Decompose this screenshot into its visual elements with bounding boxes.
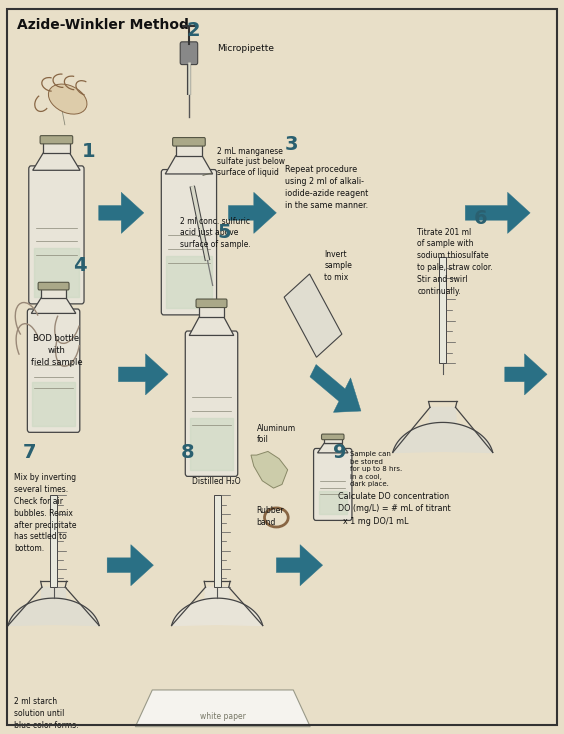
- Polygon shape: [99, 192, 144, 233]
- Polygon shape: [228, 192, 276, 233]
- Polygon shape: [318, 443, 348, 453]
- Text: Distilled H₂O: Distilled H₂O: [192, 477, 240, 486]
- Text: 8: 8: [180, 443, 194, 462]
- FancyBboxPatch shape: [439, 257, 447, 363]
- Polygon shape: [8, 587, 99, 625]
- FancyBboxPatch shape: [27, 309, 80, 432]
- Ellipse shape: [49, 84, 87, 114]
- Text: Sample can
be stored
for up to 8 hrs.
in a cool,
dark place.: Sample can be stored for up to 8 hrs. in…: [350, 451, 402, 487]
- Polygon shape: [118, 354, 168, 395]
- FancyBboxPatch shape: [180, 42, 198, 65]
- Text: white paper: white paper: [200, 712, 246, 721]
- FancyBboxPatch shape: [214, 495, 221, 587]
- Text: Titrate 201 ml
of sample with
sodium thiosulfate
to pale, straw color.
Stir and : Titrate 201 ml of sample with sodium thi…: [417, 228, 493, 296]
- Polygon shape: [165, 156, 213, 174]
- FancyBboxPatch shape: [50, 495, 57, 587]
- FancyBboxPatch shape: [43, 142, 69, 153]
- FancyBboxPatch shape: [41, 288, 66, 298]
- Text: Calculate DO concentration
DO (mg/L) = # mL of titrant
  x 1 mg DO/1 mL: Calculate DO concentration DO (mg/L) = #…: [338, 492, 451, 526]
- Text: 6: 6: [474, 208, 487, 228]
- FancyBboxPatch shape: [161, 170, 217, 315]
- Polygon shape: [276, 545, 323, 586]
- Text: 5: 5: [217, 223, 231, 242]
- Text: Repeat procedure
using 2 ml of alkali-
iodide-azide reagent
in the same manner.: Repeat procedure using 2 ml of alkali- i…: [285, 165, 368, 209]
- Polygon shape: [171, 587, 263, 625]
- Polygon shape: [32, 298, 76, 313]
- Text: 2: 2: [186, 21, 200, 40]
- Polygon shape: [107, 545, 153, 586]
- Polygon shape: [310, 365, 361, 413]
- Text: Azide-Winkler Method: Azide-Winkler Method: [17, 18, 189, 32]
- FancyBboxPatch shape: [173, 137, 205, 146]
- Polygon shape: [505, 354, 547, 395]
- Text: Mix by inverting
several times.
Check for air
bubbles. Remix
after precipitate
h: Mix by inverting several times. Check fo…: [14, 473, 77, 553]
- Text: Micropipette: Micropipette: [217, 44, 274, 53]
- Text: 4: 4: [73, 256, 87, 275]
- Polygon shape: [465, 192, 530, 233]
- Text: BOD bottle
with
field sample: BOD bottle with field sample: [30, 334, 82, 366]
- FancyBboxPatch shape: [176, 145, 202, 156]
- Text: 7: 7: [23, 443, 36, 462]
- Text: 2 ml starch
solution until
blue color forms.: 2 ml starch solution until blue color fo…: [14, 697, 78, 730]
- Text: 2 ml conc. sulfuric
acid just above
surface of sample.: 2 ml conc. sulfuric acid just above surf…: [180, 217, 251, 249]
- FancyBboxPatch shape: [196, 299, 227, 308]
- FancyBboxPatch shape: [185, 331, 238, 476]
- FancyBboxPatch shape: [314, 448, 352, 520]
- Text: 9: 9: [333, 443, 346, 462]
- Text: Rubber
band: Rubber band: [257, 506, 284, 526]
- Polygon shape: [190, 317, 233, 335]
- FancyBboxPatch shape: [321, 434, 344, 440]
- FancyBboxPatch shape: [199, 306, 224, 317]
- Text: Invert
sample
to mix: Invert sample to mix: [324, 250, 352, 282]
- FancyBboxPatch shape: [29, 166, 84, 304]
- Polygon shape: [33, 153, 80, 170]
- Polygon shape: [393, 407, 493, 452]
- Polygon shape: [251, 451, 288, 488]
- Text: 3: 3: [285, 135, 298, 154]
- Text: Aluminum
foil: Aluminum foil: [257, 424, 296, 444]
- FancyBboxPatch shape: [324, 438, 342, 443]
- Polygon shape: [135, 690, 310, 727]
- Text: 2 mL manganese
sulfate just below
surface of liquid: 2 mL manganese sulfate just below surfac…: [203, 147, 285, 177]
- FancyBboxPatch shape: [40, 136, 73, 144]
- Polygon shape: [284, 274, 342, 357]
- Text: 1: 1: [82, 142, 95, 161]
- FancyBboxPatch shape: [38, 283, 69, 290]
